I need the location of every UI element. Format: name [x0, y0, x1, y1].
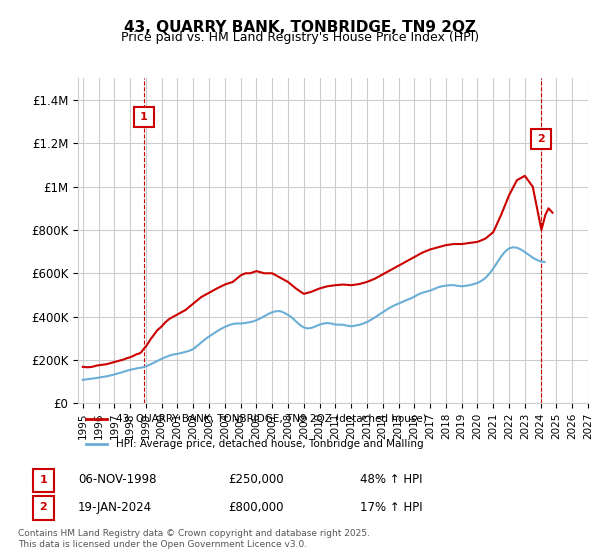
Text: 2: 2	[538, 134, 545, 144]
Text: £250,000: £250,000	[228, 473, 284, 486]
FancyBboxPatch shape	[33, 496, 54, 520]
Text: £800,000: £800,000	[228, 501, 284, 514]
Text: 17% ↑ HPI: 17% ↑ HPI	[360, 501, 422, 514]
FancyBboxPatch shape	[33, 469, 54, 492]
Text: Price paid vs. HM Land Registry's House Price Index (HPI): Price paid vs. HM Land Registry's House …	[121, 31, 479, 44]
Text: 43, QUARRY BANK, TONBRIDGE, TN9 2QZ (detached house): 43, QUARRY BANK, TONBRIDGE, TN9 2QZ (det…	[116, 414, 427, 423]
Text: Contains HM Land Registry data © Crown copyright and database right 2025.
This d: Contains HM Land Registry data © Crown c…	[18, 529, 370, 549]
Text: 06-NOV-1998: 06-NOV-1998	[78, 473, 157, 486]
Text: 1: 1	[40, 474, 47, 484]
Text: 48% ↑ HPI: 48% ↑ HPI	[360, 473, 422, 486]
Text: HPI: Average price, detached house, Tonbridge and Malling: HPI: Average price, detached house, Tonb…	[116, 439, 424, 449]
Text: 2: 2	[40, 502, 47, 512]
Text: 43, QUARRY BANK, TONBRIDGE, TN9 2QZ: 43, QUARRY BANK, TONBRIDGE, TN9 2QZ	[124, 20, 476, 35]
Text: 19-JAN-2024: 19-JAN-2024	[78, 501, 152, 514]
Text: 1: 1	[140, 113, 148, 123]
